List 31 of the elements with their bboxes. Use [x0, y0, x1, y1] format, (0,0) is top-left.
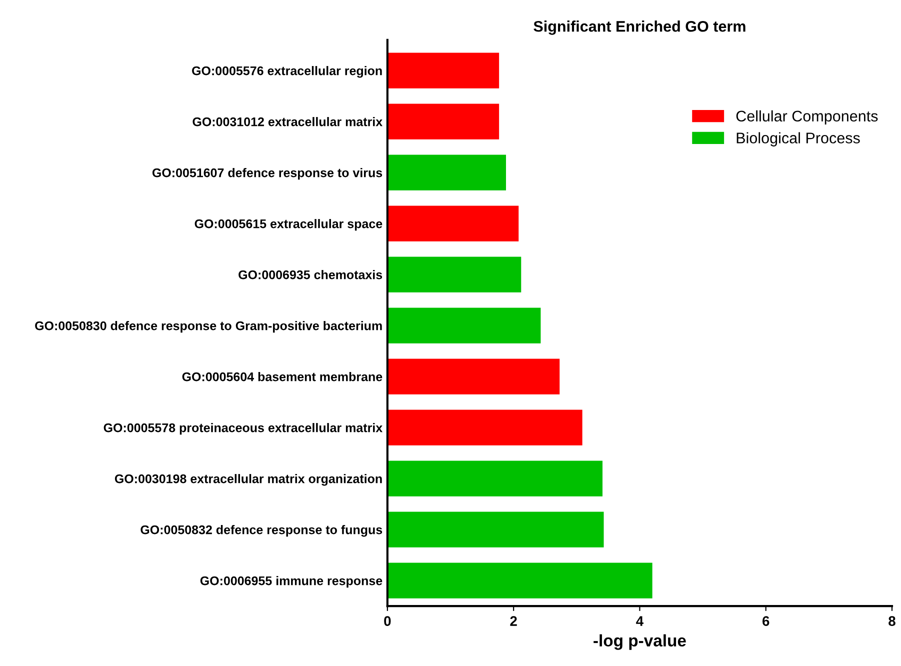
- bar: [387, 562, 652, 598]
- x-axis-title: -log p-value: [594, 634, 686, 650]
- bar: [387, 104, 500, 140]
- x-tick-label: 6: [762, 616, 770, 626]
- y-tick-label: GO:0031012 extracellular matrix: [192, 117, 382, 126]
- bar: [387, 358, 560, 394]
- bar: [387, 52, 500, 88]
- bar: [387, 410, 582, 446]
- bar: [387, 512, 604, 548]
- y-tick-label: GO:0005615 extracellular space: [194, 219, 382, 231]
- y-tick-label: GO:0005578 proteinaceous extracellular matrix: [104, 423, 382, 435]
- bar: [387, 308, 541, 344]
- x-tick-label: 2: [510, 616, 517, 626]
- y-tick-label: GO:0006935 chemotaxis: [238, 270, 382, 280]
- legend-label: Biological Process: [736, 132, 860, 146]
- y-tick-label: GO:0050830 defence response to Gram-positive bacterium: [35, 321, 382, 333]
- y-tick-label: GO:0005604 basement membrane: [182, 372, 382, 382]
- bar: [387, 154, 506, 190]
- x-tick-label: 0: [384, 616, 391, 626]
- y-tick-label: GO:0006955 immune response: [200, 576, 382, 588]
- x-tick-label: 8: [888, 616, 896, 626]
- y-tick-label: GO:0030198 extracellular matrix organization: [114, 474, 382, 486]
- bar: [387, 256, 522, 292]
- bar: [387, 460, 602, 496]
- legend-label: Cellular Components: [736, 110, 878, 125]
- y-tick-label: GO:0005576 extracellular region: [192, 66, 382, 78]
- chart-title: Significant Enriched GO term: [534, 20, 746, 35]
- y-tick-label: GO:0050832 defence response to fungus: [140, 525, 382, 537]
- x-tick-label: 4: [636, 616, 644, 626]
- bar: [387, 206, 519, 242]
- y-tick-label: GO:0051607 defence response to virus: [152, 168, 382, 180]
